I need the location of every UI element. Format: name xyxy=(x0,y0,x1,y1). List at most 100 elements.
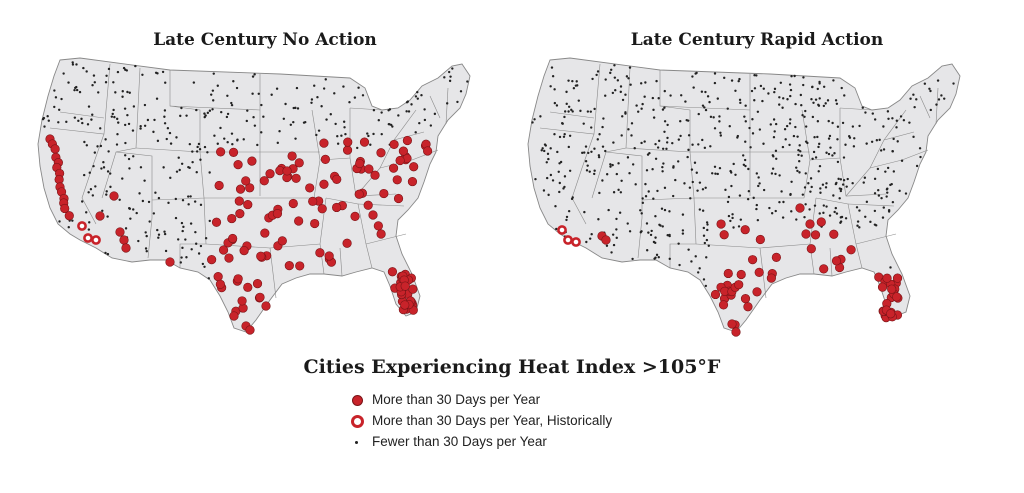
city-dot-below-threshold xyxy=(806,141,809,145)
city-dot-below-threshold xyxy=(690,168,694,171)
city-dot-below-threshold xyxy=(744,120,747,123)
city-dot-below-threshold xyxy=(705,238,709,242)
city-dot-below-threshold xyxy=(593,147,596,150)
city-dot-below-threshold xyxy=(179,114,182,118)
state-border xyxy=(393,109,417,141)
legend-title: Cities Experiencing Heat Index >105°F xyxy=(303,356,721,378)
city-dot-below-threshold xyxy=(157,196,161,200)
city-dot-below-threshold xyxy=(348,100,351,104)
city-dot-below-threshold xyxy=(801,193,805,196)
city-dot-below-threshold xyxy=(718,120,721,123)
city-dot-below-threshold xyxy=(769,123,772,126)
city-dot-below-threshold xyxy=(89,188,93,191)
city-dot-below-threshold xyxy=(697,143,700,146)
city-marker-historical xyxy=(83,233,93,243)
city-marker-above-threshold xyxy=(245,183,255,193)
city-dot-below-threshold xyxy=(873,223,877,226)
city-dot-below-threshold xyxy=(145,234,148,238)
city-dot-below-threshold xyxy=(582,122,585,125)
city-marker-above-threshold xyxy=(215,279,225,289)
city-dot-below-threshold xyxy=(861,106,864,109)
city-marker-above-threshold xyxy=(235,209,245,219)
city-dot-below-threshold xyxy=(775,157,778,161)
city-dot-below-threshold xyxy=(762,188,766,192)
city-dot-below-threshold xyxy=(902,119,906,122)
city-dot-below-threshold xyxy=(613,76,617,79)
city-marker-above-threshold xyxy=(716,219,726,229)
city-dot-below-threshold xyxy=(126,113,129,117)
city-dot-below-threshold xyxy=(294,137,297,140)
city-dot-below-threshold xyxy=(923,82,927,85)
city-dot-below-threshold xyxy=(825,151,828,154)
city-dot-below-threshold xyxy=(690,260,693,263)
city-dot-below-threshold xyxy=(709,115,713,119)
city-dot-below-threshold xyxy=(804,172,807,175)
city-dot-below-threshold xyxy=(139,125,142,128)
city-dot-below-threshold xyxy=(387,122,391,126)
city-dot-below-threshold xyxy=(633,147,636,150)
city-dot-below-threshold xyxy=(873,177,877,181)
city-dot-below-threshold xyxy=(545,176,549,180)
city-marker-above-threshold xyxy=(245,325,255,335)
city-dot-below-threshold xyxy=(647,231,650,234)
city-dot-below-threshold xyxy=(87,191,90,194)
city-dot-below-threshold xyxy=(210,93,213,96)
city-dot-below-threshold xyxy=(683,182,686,185)
city-dot-below-threshold xyxy=(853,137,856,140)
city-dot-below-threshold xyxy=(127,157,131,161)
city-dot-below-threshold xyxy=(107,150,110,153)
city-dot-below-threshold xyxy=(99,127,102,130)
city-dot-below-threshold xyxy=(128,91,131,94)
state-border xyxy=(855,243,863,269)
city-dot-below-threshold xyxy=(841,121,845,125)
city-dot-below-threshold xyxy=(639,209,642,212)
city-dot-below-threshold xyxy=(211,108,214,111)
city-dot-below-threshold xyxy=(728,124,731,128)
city-dot-below-threshold xyxy=(702,226,706,230)
city-dot-below-threshold xyxy=(553,132,556,136)
city-dot-below-threshold xyxy=(593,107,596,111)
city-dot-below-threshold xyxy=(626,156,630,159)
city-dot-below-threshold xyxy=(804,203,807,206)
city-dot-below-threshold xyxy=(126,90,129,94)
city-dot-below-threshold xyxy=(701,209,705,212)
city-dot-below-threshold xyxy=(818,80,821,84)
city-dot-below-threshold xyxy=(816,87,819,91)
city-dot-below-threshold xyxy=(106,252,110,256)
city-dot-below-threshold xyxy=(612,243,616,247)
city-dot-below-threshold xyxy=(185,114,188,117)
city-dot-below-threshold xyxy=(143,103,147,107)
city-dot-below-threshold xyxy=(260,131,263,134)
state-border xyxy=(605,151,643,259)
city-dot-below-threshold xyxy=(617,162,620,165)
city-marker-above-threshold xyxy=(115,227,125,237)
city-dot-below-threshold xyxy=(121,90,124,93)
city-dot-below-threshold xyxy=(819,187,822,190)
city-dot-below-threshold xyxy=(744,104,747,107)
city-dot-below-threshold xyxy=(691,143,694,146)
city-dot-below-threshold xyxy=(824,186,828,189)
city-dot-below-threshold xyxy=(165,137,168,141)
city-dot-below-threshold xyxy=(561,122,564,125)
city-dot-below-threshold xyxy=(230,103,234,107)
city-dot-below-threshold xyxy=(848,134,851,138)
city-dot-below-threshold xyxy=(900,159,904,162)
city-dot-below-threshold xyxy=(92,74,96,77)
city-marker-above-threshold xyxy=(109,191,119,201)
city-dot-below-threshold xyxy=(835,212,839,215)
city-dot-below-threshold xyxy=(184,238,187,241)
city-dot-below-threshold xyxy=(565,90,568,94)
city-dot-below-threshold xyxy=(738,98,742,102)
city-dot-below-threshold xyxy=(605,173,609,176)
city-dot-below-threshold xyxy=(163,232,167,236)
city-dot-below-threshold xyxy=(774,149,778,153)
city-dot-below-threshold xyxy=(772,118,776,121)
city-dot-below-threshold xyxy=(719,131,722,134)
city-marker-above-threshold xyxy=(213,271,223,282)
city-dot-below-threshold xyxy=(898,189,901,193)
city-dot-below-threshold xyxy=(322,87,326,90)
city-dot-below-threshold xyxy=(645,249,649,252)
city-dot-below-threshold xyxy=(85,211,88,214)
city-marker-above-threshold xyxy=(317,204,327,214)
city-dot-below-threshold xyxy=(887,210,891,213)
